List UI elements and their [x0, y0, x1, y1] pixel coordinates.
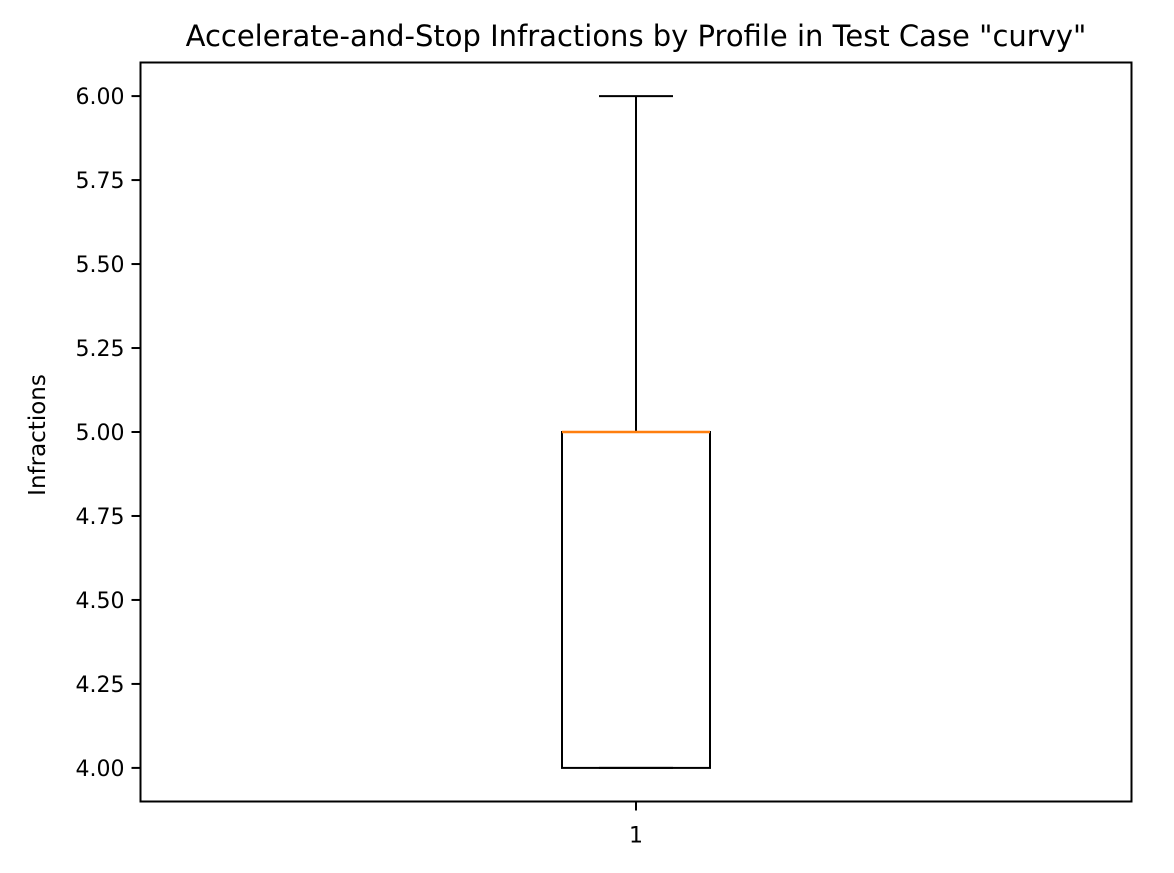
- y-tick-label: 4.00: [76, 757, 125, 782]
- x-tick-label: 1: [629, 824, 643, 849]
- box-series: [561, 95, 711, 769]
- y-tick-label: 4.50: [76, 589, 125, 614]
- chart-title: Accelerate-and-Stop Infractions by Profi…: [186, 19, 1087, 53]
- y-tick-label: 4.75: [76, 505, 125, 530]
- x-axis: 1: [629, 801, 643, 849]
- y-axis: 4.00 4.25 4.50 4.75 5.00 5.25 5.50 5.75 6.00: [76, 85, 141, 782]
- y-axis-label: Infractions: [25, 374, 51, 496]
- y-tick-label: 5.75: [76, 169, 125, 194]
- y-tick-label: 5.25: [76, 337, 125, 362]
- y-tick-label: 5.50: [76, 253, 125, 278]
- box-group: [561, 95, 711, 769]
- y-tick-label: 5.00: [76, 421, 125, 446]
- y-tick-label: 6.00: [76, 85, 125, 110]
- y-tick-label: 4.25: [76, 673, 125, 698]
- iqr-box: [561, 431, 711, 769]
